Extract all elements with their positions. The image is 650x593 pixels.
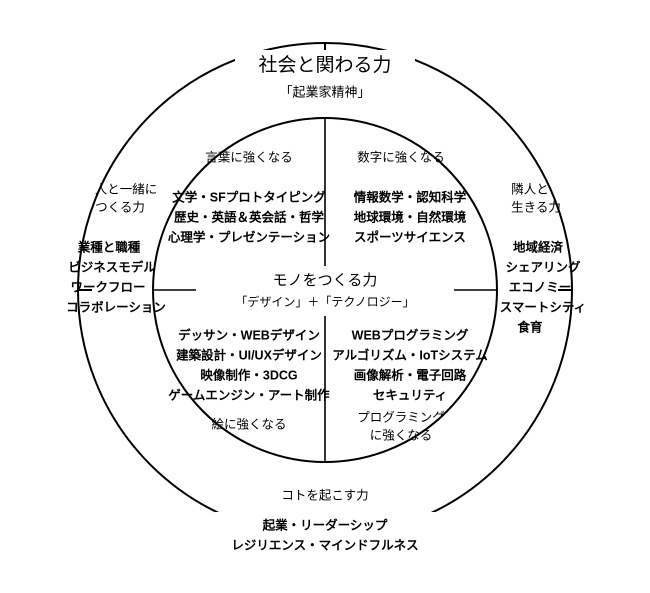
bottom-l2: レジリエンス・マインドフルネス (231, 538, 418, 552)
right-l3: エコノミー (509, 280, 572, 294)
left-l3: ワークフロー (70, 280, 145, 294)
bl-head: 絵に強くなる (211, 416, 286, 431)
center-title: モノをつくる力 (273, 272, 378, 289)
center-subtitle: 「デザイン」＋「テクノロジー」 (235, 294, 414, 309)
top-subtitle: 「起業家精神」 (279, 84, 370, 99)
left-l4: コラボレーション (66, 299, 166, 314)
right-h2: 生きる力 (511, 200, 561, 214)
right-l1: 地域経済 (513, 239, 564, 254)
br-head-1: プログラミング (357, 410, 445, 424)
bl-l3: 映像制作・3DCG (200, 367, 297, 382)
br-l1: WEBプログラミング (352, 327, 469, 342)
left-h1: 人と一緒に (95, 181, 158, 196)
left-l2: ビジネスモデル (68, 259, 156, 274)
left-h2: つくる力 (95, 200, 145, 214)
tr-l3: スポーツサイエンス (354, 229, 466, 244)
br-l2: アルゴリズム・IoTシステム (332, 347, 488, 362)
right-h1: 隣人と (511, 181, 549, 196)
bl-l2: 建築設計・UI/UXデザイン (176, 347, 322, 362)
br-l4: セキュリティ (373, 388, 447, 402)
concept-diagram: 社会と関わる力 「起業家精神」 モノをつくる力 「デザイン」＋「テクノロジー」 … (0, 0, 650, 593)
bl-l4: ゲームエンジン・アート制作 (168, 387, 330, 402)
tr-head: 数字に強くなる (357, 149, 445, 164)
top-title: 社会と関わる力 (258, 54, 391, 76)
tl-l3: 心理学・プレゼンテーション (168, 229, 330, 244)
tr-l2: 地球環境・自然環境 (354, 209, 467, 224)
tr-l1: 情報数学・認知科学 (354, 189, 467, 204)
bottom-h: コトを起こす力 (281, 488, 368, 502)
br-head-2: に強くなる (370, 428, 433, 442)
br-l3: 画像解析・電子回路 (354, 367, 467, 382)
bottom-l1: 起業・リーダーシップ (262, 517, 388, 532)
right-l4: スマートシティ (500, 300, 586, 314)
right-l5: 食育 (516, 319, 543, 334)
bl-l1: デッサン・WEBデザイン (178, 327, 320, 342)
tl-l2: 歴史・英語＆英会話・哲学 (174, 209, 325, 224)
tl-l1: 文学・SFプロトタイピング (172, 189, 326, 204)
right-l2: シェアリング (505, 259, 581, 274)
left-l1: 業種と職種 (77, 239, 141, 254)
tl-head: 言葉に強くなる (205, 150, 293, 164)
